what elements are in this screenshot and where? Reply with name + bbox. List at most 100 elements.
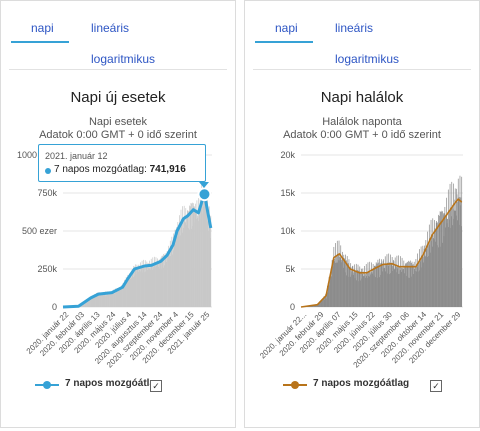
daily-bar [390, 254, 391, 307]
daily-bar [102, 293, 104, 307]
tab-linearis[interactable]: lineáris [335, 21, 374, 35]
daily-bar [116, 287, 118, 307]
daily-bar [200, 218, 201, 307]
daily-bar [354, 264, 355, 307]
daily-bar [146, 265, 147, 307]
daily-bar [353, 269, 355, 307]
daily-bar [362, 271, 364, 307]
daily-bar [191, 210, 193, 307]
daily-bar [443, 213, 444, 307]
daily-bar [86, 299, 88, 307]
daily-bar [384, 267, 385, 307]
daily-bar [90, 298, 92, 307]
tab-divider [9, 69, 227, 70]
tooltip-label: 7 napos mozgóatlag: [54, 164, 147, 175]
moving-average-checkbox[interactable]: ✓ [150, 380, 162, 392]
daily-bar [106, 291, 108, 307]
daily-bar [311, 305, 313, 307]
daily-bar [420, 261, 422, 307]
daily-bar [448, 211, 450, 307]
daily-bar [337, 255, 339, 307]
daily-bar [191, 203, 193, 307]
chart-source-note: Adatok 0:00 GMT + 0 idő szerint [283, 129, 441, 141]
daily-bar [368, 276, 370, 307]
daily-bar [336, 255, 337, 307]
daily-bar [433, 239, 435, 307]
daily-bar [185, 208, 187, 307]
daily-bar [105, 291, 106, 307]
daily-bar [317, 303, 319, 307]
daily-bar [84, 302, 85, 307]
daily-bar [179, 227, 181, 307]
daily-bar [175, 243, 176, 307]
daily-bar [346, 260, 347, 307]
daily-bar [358, 272, 360, 307]
moving-average-checkbox[interactable]: ✓ [430, 380, 442, 392]
daily-bar [127, 281, 128, 307]
daily-bar [456, 194, 458, 307]
daily-bar [206, 200, 207, 307]
daily-bar [91, 296, 92, 307]
daily-bar [161, 268, 162, 307]
daily-bar [147, 266, 148, 307]
daily-bar [361, 273, 363, 307]
chart-subtitle: Napi esetek [88, 116, 148, 128]
active-tab-indicator [255, 41, 313, 43]
daily-bar [128, 277, 130, 307]
daily-bar [163, 255, 165, 307]
daily-bar [169, 251, 171, 307]
daily-bar [85, 300, 86, 307]
daily-bar [136, 266, 138, 307]
daily-bar [316, 304, 318, 307]
tab-logaritmikus[interactable]: logaritmikus [335, 52, 400, 66]
daily-bar [159, 268, 161, 307]
daily-bar [146, 261, 148, 307]
daily-bar [447, 219, 449, 307]
daily-bar [111, 290, 113, 307]
daily-bar [203, 206, 205, 307]
daily-bar [419, 249, 420, 307]
daily-bar [425, 240, 427, 307]
daily-bar [324, 296, 326, 307]
daily-bar [142, 267, 144, 307]
daily-bar [133, 269, 135, 307]
active-tab-indicator [11, 41, 69, 43]
daily-bar [143, 259, 145, 307]
daily-bar [441, 210, 443, 307]
daily-bar [99, 294, 101, 307]
daily-bar [395, 266, 397, 307]
daily-bar [196, 200, 198, 307]
daily-bar [387, 273, 388, 307]
daily-bar [130, 272, 132, 307]
daily-bar [387, 265, 389, 307]
tab-napi[interactable]: napi [275, 21, 298, 35]
daily-bar [409, 261, 410, 307]
daily-bar [381, 262, 383, 307]
daily-bar [88, 300, 90, 307]
daily-bar [391, 257, 393, 307]
daily-bar [92, 297, 93, 307]
tooltip-series-dot [45, 168, 51, 174]
daily-bar [115, 288, 116, 307]
daily-bar [132, 269, 134, 307]
daily-bar [123, 286, 125, 307]
daily-bar [449, 183, 451, 307]
daily-bar [96, 296, 98, 307]
tab-linearis[interactable]: lineáris [91, 21, 130, 35]
daily-bar [429, 244, 431, 307]
daily-bar [394, 269, 396, 307]
daily-bar [423, 248, 425, 307]
daily-bar [425, 256, 426, 307]
daily-bar [330, 269, 332, 307]
daily-bar [320, 301, 322, 307]
daily-bar [161, 255, 163, 307]
tab-napi[interactable]: napi [31, 21, 54, 35]
tab-logaritmikus[interactable]: logaritmikus [91, 52, 156, 66]
daily-bar [173, 250, 175, 307]
daily-bar [209, 223, 210, 307]
daily-bar [116, 290, 117, 307]
daily-bar [323, 297, 324, 307]
daily-bar [173, 240, 175, 307]
